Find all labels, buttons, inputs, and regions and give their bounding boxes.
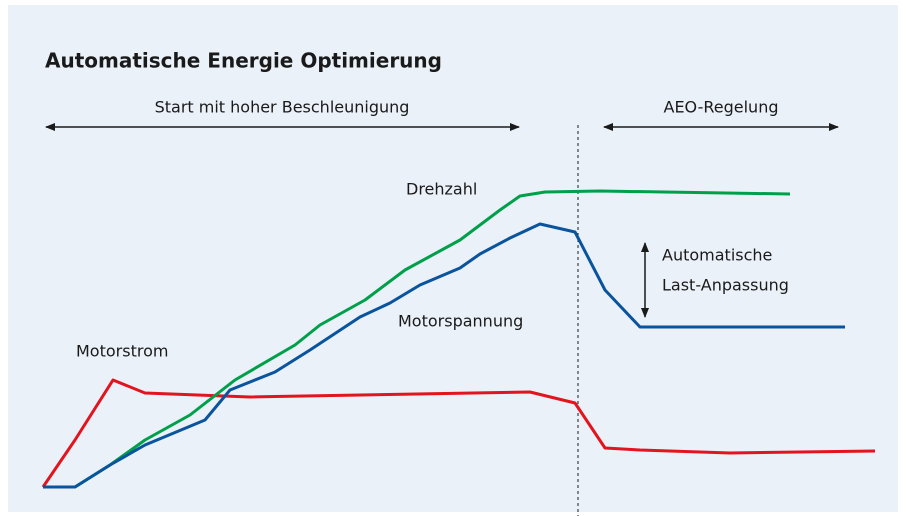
voltage-curve	[43, 222, 845, 489]
speed-label: Drehzahl	[406, 180, 477, 199]
title: Automatische Energie Optimierung	[45, 49, 442, 73]
panel-background	[8, 5, 898, 512]
current-curve	[41, 378, 876, 488]
voltage-label: Motorspannung	[398, 312, 523, 331]
adaptation-label-1: Automatische	[662, 246, 772, 265]
adaptation-label-2: Last-Anpassung	[662, 276, 789, 295]
current-label: Motorstrom	[76, 342, 168, 361]
aeo-phase-label: AEO-Regelung	[664, 98, 779, 117]
start-phase-label: Start mit hoher Beschleunigung	[155, 98, 410, 117]
speed-curve	[43, 189, 791, 489]
